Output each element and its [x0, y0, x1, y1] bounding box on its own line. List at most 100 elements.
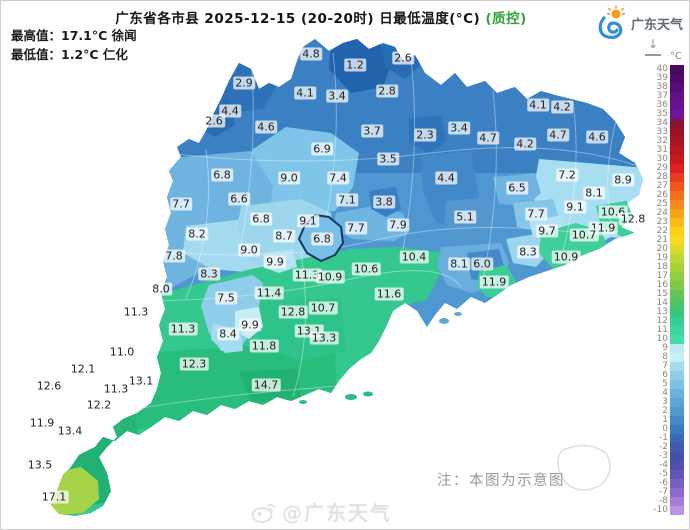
legend-row: 4: [644, 389, 684, 398]
legend-cell: [670, 452, 684, 461]
legend-cell: [670, 443, 684, 452]
temp-label-highlighted: 6.8: [311, 232, 333, 246]
temp-label: 13.1: [126, 374, 156, 388]
legend-tick-label: -5: [659, 469, 668, 479]
temp-label: 10.6: [351, 262, 381, 276]
temp-label: 8.1: [583, 186, 605, 200]
legend-row: -7: [644, 488, 684, 497]
legend-cell: [670, 245, 684, 254]
legend-tick-label: -1: [659, 433, 668, 443]
temp-label: 13.4: [55, 424, 85, 438]
temp-label: 3.7: [361, 124, 383, 138]
legend-unit: °C: [670, 51, 682, 62]
temp-label: 4.6: [255, 120, 277, 134]
legend-tick-label: 9: [662, 343, 668, 353]
legend-cell: [670, 182, 684, 191]
legend-cell: [670, 137, 684, 146]
temp-label: 6.8: [250, 212, 272, 226]
temp-label: 7.7: [525, 207, 547, 221]
temp-label: 10.4: [399, 250, 429, 264]
legend-cell: [670, 110, 684, 119]
min-value-stat: 最低值：1.2°C 仁化: [11, 44, 128, 63]
temp-label: 8.7: [273, 229, 295, 243]
temp-label: 8.1: [448, 257, 470, 271]
download-icon[interactable]: ↓: [645, 38, 661, 56]
legend-row: -10: [644, 506, 684, 515]
temp-label: 11.6: [374, 287, 404, 301]
brand-logo: 广东天气: [594, 5, 683, 41]
legend-cell: [670, 434, 684, 443]
legend-cell: [670, 299, 684, 308]
legend-tick-label: 16: [656, 280, 668, 290]
legend-tick-label: 1: [662, 415, 668, 425]
temp-label: 10.7: [308, 301, 338, 315]
legend-tick-label: 25: [656, 199, 668, 209]
legend-cell: [670, 191, 684, 200]
temp-label: 5.1: [454, 210, 476, 224]
legend-cell: [670, 272, 684, 281]
coastal-islands: [299, 312, 462, 404]
legend-tick-label: -8: [659, 496, 668, 506]
temp-label: 2.3: [414, 128, 436, 142]
legend-tick-label: 29: [656, 163, 668, 173]
page-title: 广东省各市县 2025-12-15 (20-20时) 日最低温度(°C) (质控…: [1, 7, 641, 27]
temp-label: 12.1: [68, 362, 98, 376]
temperature-legend: °C 40 39 38 37 36 35 34 33 32 31 30 29 28 27 26 25 24 23 2…: [644, 51, 684, 515]
temp-label: 9.9: [239, 318, 261, 332]
legend-tick-label: 28: [656, 172, 668, 182]
legend-tick-label: 20: [656, 244, 668, 254]
legend-tick-label: 32: [656, 136, 668, 146]
legend-tick-label: 13: [656, 307, 668, 317]
legend-tick-label: 18: [656, 262, 668, 272]
legend-cell: [670, 119, 684, 128]
temp-label: 11.3: [292, 268, 322, 282]
legend-cell: [670, 425, 684, 434]
legend-row: 32: [644, 137, 684, 146]
legend-cell: [670, 254, 684, 263]
legend-tick-label: 14: [656, 298, 668, 308]
temp-label: 4.8: [300, 47, 322, 61]
legend-row: 8: [644, 353, 684, 362]
temp-label: 9.9: [264, 255, 286, 269]
legend-tick-label: 24: [656, 208, 668, 218]
legend-cell: [670, 416, 684, 425]
legend-tick-label: 36: [656, 100, 668, 110]
max-value: 17.1°C 徐闻: [61, 28, 137, 43]
temp-label: 7.7: [345, 221, 367, 235]
legend-tick-label: -7: [659, 487, 668, 497]
legend-tick-label: 31: [656, 145, 668, 155]
legend-cell: [670, 218, 684, 227]
temp-label: 9.0: [278, 171, 300, 185]
temp-label: 2.9: [233, 76, 255, 90]
legend-tick-label: 17: [656, 271, 668, 281]
temp-label: 2.6: [203, 114, 225, 128]
legend-cell: [670, 155, 684, 164]
max-label: 最高值：: [11, 28, 62, 43]
legend-cell: [670, 263, 684, 272]
legend-row: 35: [644, 110, 684, 119]
max-value-stat: 最高值：17.1°C 徐闻: [11, 25, 137, 44]
temp-label: 9.1: [564, 200, 586, 214]
weather-logo-icon: [598, 5, 625, 39]
legend-cell: [670, 497, 684, 506]
legend-tick-label: 15: [656, 289, 668, 299]
legend-cell: [670, 236, 684, 245]
legend-tick-label: 6: [662, 370, 668, 380]
temp-label: 10.7: [569, 228, 599, 242]
legend-cell: [670, 164, 684, 173]
temp-label: 4.4: [219, 104, 241, 118]
temp-label: 14.7: [251, 378, 281, 392]
temp-label: 7.9: [387, 218, 409, 232]
legend-tick-label: 23: [656, 217, 668, 227]
legend-tick-label: 40: [656, 64, 668, 74]
legend-cell: [670, 353, 684, 362]
legend-row: 23: [644, 218, 684, 227]
temp-label: 7.1: [336, 193, 358, 207]
temp-label: 8.0: [150, 282, 172, 296]
temp-label: 9.1: [297, 214, 319, 228]
legend-row: 39: [644, 74, 684, 83]
temp-label: 4.1: [294, 86, 316, 100]
temp-label: 6.0: [471, 257, 493, 271]
